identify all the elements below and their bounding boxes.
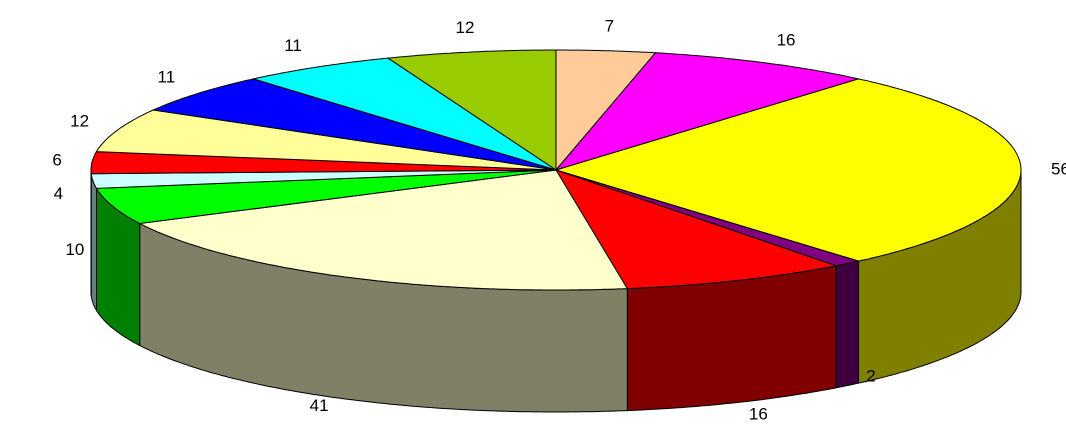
- data-label: 16: [777, 31, 796, 50]
- pie-slice: [138, 169, 629, 291]
- data-label: 11: [284, 36, 302, 55]
- pie-slice: [90, 151, 557, 175]
- pie-side: [626, 265, 837, 412]
- pie-slice: [386, 49, 557, 171]
- data-label: 2: [866, 367, 875, 386]
- pie-slice: [251, 57, 557, 171]
- pie-slice: [95, 169, 557, 225]
- pie-side: [835, 260, 859, 389]
- pie-sides: [90, 170, 1022, 413]
- pie-side: [90, 173, 97, 313]
- pie-slice: [555, 169, 861, 267]
- data-label: 7: [605, 16, 614, 35]
- data-label: 4: [54, 184, 63, 203]
- data-label: 12: [70, 112, 89, 131]
- pie-tops: [90, 49, 1022, 291]
- data-label: 11: [158, 67, 176, 86]
- data-label: 10: [65, 240, 84, 259]
- data-label: 16: [749, 404, 768, 423]
- pie-slice: [554, 169, 839, 290]
- pie-slice: [90, 169, 557, 189]
- data-label: 56: [1051, 159, 1066, 178]
- data-label: 12: [456, 18, 475, 37]
- data-label: 41: [310, 396, 329, 415]
- pie-slice: [554, 52, 861, 171]
- pie-slice: [95, 109, 557, 171]
- data-label: 6: [52, 151, 61, 170]
- pie-slice: [151, 78, 557, 171]
- pie-slice: [554, 78, 1022, 262]
